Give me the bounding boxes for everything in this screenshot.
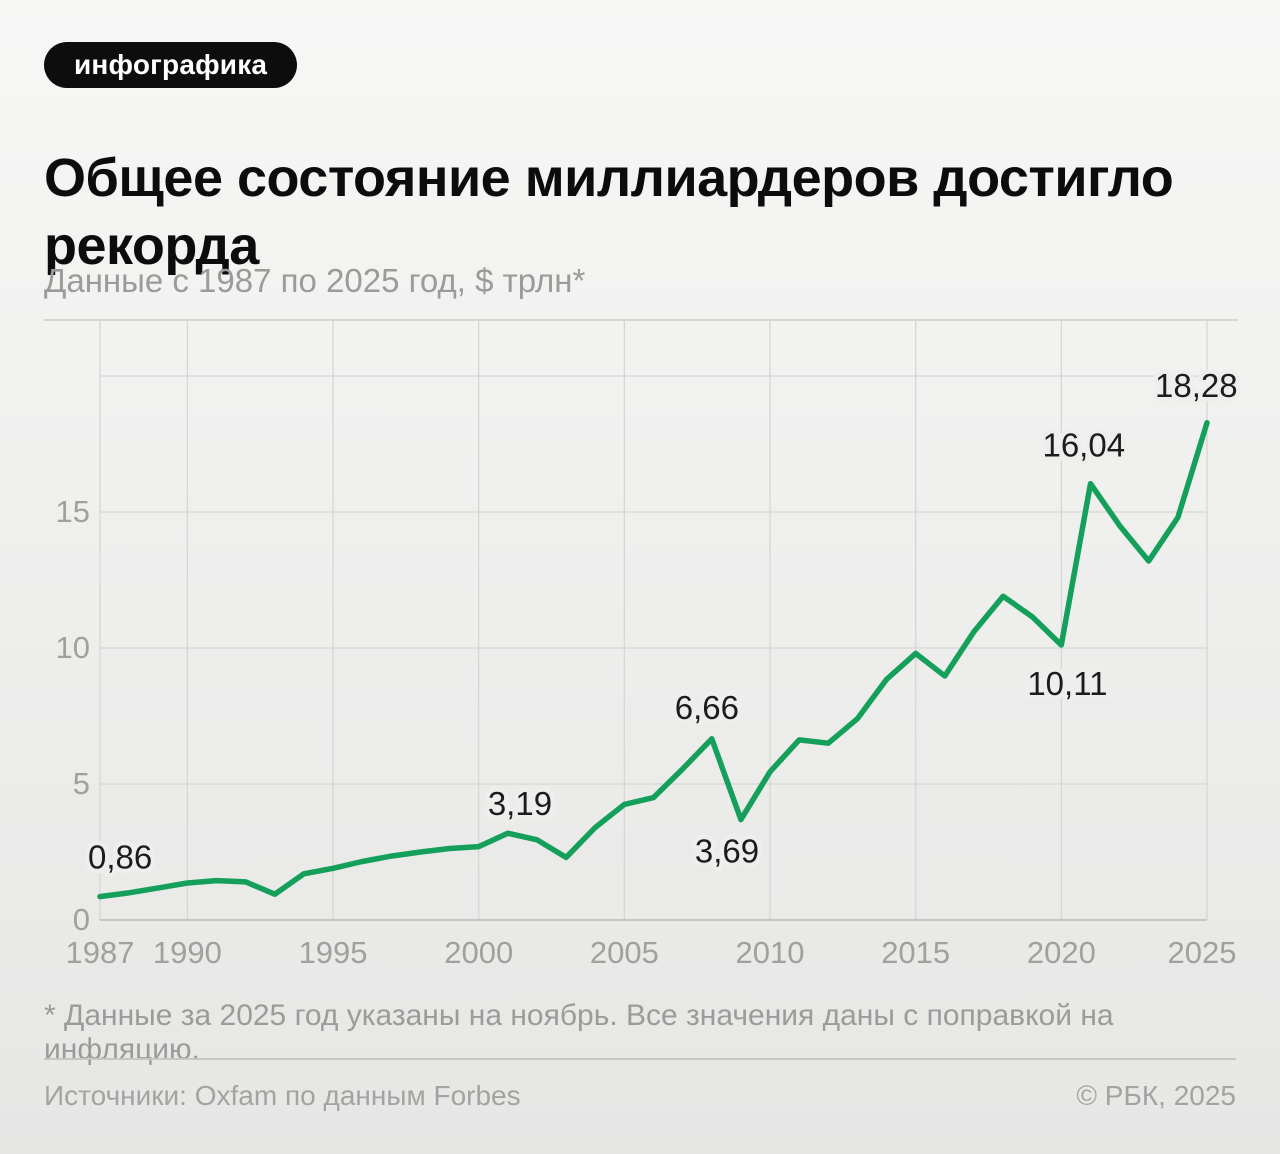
data-label: 16,04	[1042, 427, 1125, 464]
x-tick-label: 2005	[590, 935, 659, 970]
copyright-text: © РБК, 2025	[1076, 1080, 1236, 1111]
x-tick-label: 1987	[66, 935, 135, 970]
data-label: 18,28	[1155, 367, 1238, 404]
x-tick-label: 2010	[736, 935, 805, 970]
footer: Источники: Oxfam по данным Forbes © РБК,…	[44, 1080, 1236, 1112]
x-tick-label: 1995	[299, 935, 368, 970]
footer-divider	[44, 1058, 1236, 1060]
data-label: 6,66	[675, 689, 739, 726]
x-tick-label: 2000	[444, 935, 513, 970]
page-subtitle: Данные с 1987 по 2025 год, $ трлн*	[44, 262, 586, 299]
infographic-badge: инфографика	[44, 42, 298, 88]
y-tick-label: 15	[56, 494, 90, 529]
y-tick-label: 10	[56, 630, 90, 665]
x-tick-label: 2015	[881, 935, 950, 970]
x-tick-label: 1990	[153, 935, 222, 970]
y-tick-label: 5	[73, 766, 90, 801]
y-tick-label: 0	[73, 902, 90, 937]
data-label: 3,19	[488, 785, 552, 822]
data-label: 10,11	[1027, 665, 1107, 702]
wealth-line	[97, 420, 1210, 900]
source-text: Источники: Oxfam по данным Forbes	[44, 1080, 521, 1111]
page-title: Общее состояние миллиардеров достигло ре…	[44, 148, 1174, 277]
data-label: 0,86	[88, 839, 152, 876]
data-label: 3,69	[695, 833, 759, 870]
footnote: * Данные за 2025 год указаны на ноябрь. …	[44, 999, 1114, 1066]
x-tick-label: 2020	[1027, 935, 1096, 970]
x-tick-label: 2025	[1168, 935, 1237, 970]
